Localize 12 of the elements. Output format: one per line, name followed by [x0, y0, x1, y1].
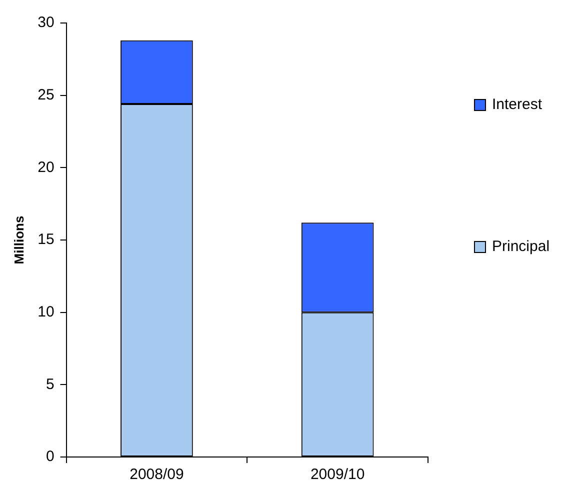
legend-label: Principal: [492, 238, 550, 255]
y-tick-label: 25: [38, 86, 54, 104]
x-tick-label: 2008/09: [130, 466, 184, 484]
y-tick-label: 10: [38, 303, 54, 320]
y-tick-label: 20: [38, 158, 54, 176]
y-tick-label: 30: [38, 14, 54, 32]
y-axis-title: Millions: [11, 216, 26, 264]
y-tick-label: 15: [38, 231, 54, 248]
y-tick-label: 0: [46, 448, 54, 466]
x-tick-label: 2009/10: [310, 466, 365, 484]
y-tick-label: 5: [46, 376, 54, 393]
legend-label: Interest: [492, 96, 542, 113]
